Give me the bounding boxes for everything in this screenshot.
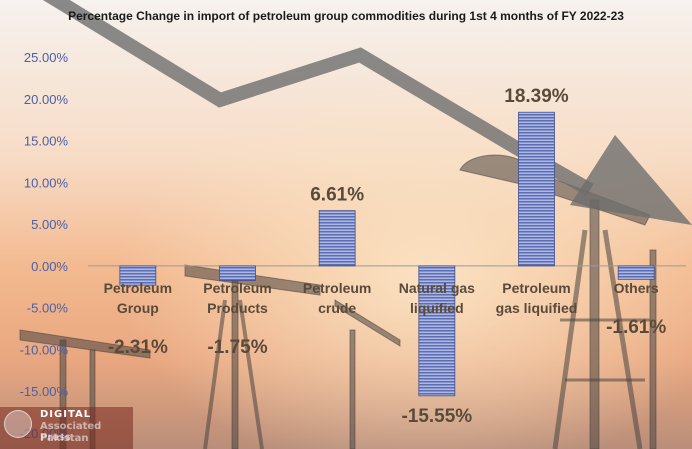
category-label: Petroleum [104,280,172,296]
y-tick-label: 5.00% [31,217,68,232]
data-label: 18.39% [504,86,569,107]
category-label: Natural gas [399,280,475,296]
app-logo-icon [4,410,32,438]
category-label: Products [207,300,268,316]
bars [119,111,655,397]
category-label: Petroleum [203,280,271,296]
y-tick-label: -10.00% [20,342,69,357]
bar [617,265,655,280]
bar [119,265,157,286]
y-tick-label: -15.00% [20,384,69,399]
chart-title: Percentage Change in import of petroleum… [68,9,624,23]
data-label: -2.31% [108,337,168,358]
bar [418,265,456,397]
category-label: Petroleum [502,280,570,296]
data-labels: -2.31% -1.75% 6.61% -15.55% 18.39% -1.61% [108,86,667,427]
bar [518,111,555,267]
category-label: liquified [410,300,464,316]
watermark-line2: Associated Press [40,421,102,443]
y-tick-label: 15.00% [24,134,69,149]
y-tick-label: 10.00% [24,175,69,190]
watermark-line3: Pakistan [40,433,89,444]
data-label: 6.61% [310,185,364,206]
category-label: Group [117,300,159,316]
category-label: Others [614,280,659,296]
bar [219,265,256,281]
data-label: -1.75% [207,337,267,358]
y-tick-label: 0.00% [31,259,68,274]
bar [318,210,356,267]
data-label: -15.55% [401,406,472,427]
data-label: -1.61% [606,317,666,338]
y-tick-label: 25.00% [24,50,69,65]
category-label: crude [318,300,356,316]
watermark-logo: DIGITAL Associated Press Pakistan [0,407,133,449]
category-labels: Petroleum Group Petroleum Products Petroleum… [104,280,659,316]
category-label: gas liquified [496,300,578,316]
category-label: Petroleum [303,280,371,296]
watermark-line1: DIGITAL [40,409,92,420]
y-tick-label: -5.00% [27,301,69,316]
y-tick-label: 20.00% [24,92,69,107]
y-axis: 25.00% 20.00% 15.00% 10.00% 5.00% 0.00% -5.00%… [20,50,69,441]
